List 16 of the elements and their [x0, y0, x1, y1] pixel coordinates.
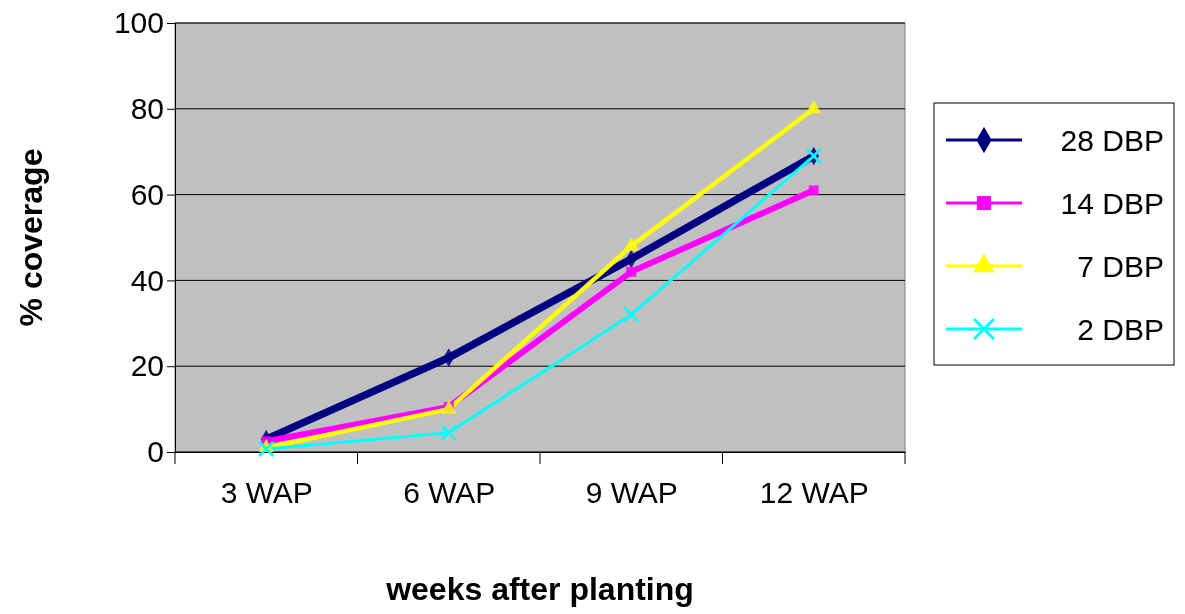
- y-tick-label: 60: [130, 177, 164, 211]
- x-tick-label: 9 WAP: [585, 476, 678, 509]
- legend-label: 2 DBP: [1077, 313, 1164, 346]
- y-tick-label: 20: [130, 349, 164, 383]
- x-axis-title: weeks after planting: [385, 571, 694, 607]
- y-tick-label: 100: [113, 6, 164, 40]
- legend-label: 14 DBP: [1060, 187, 1164, 220]
- x-tick-label: 12 WAP: [759, 476, 869, 509]
- x-tick-label: 6 WAP: [403, 476, 496, 509]
- x-tick-label: 3 WAP: [220, 476, 313, 509]
- y-tick-label: 40: [130, 263, 164, 297]
- legend-label: 28 DBP: [1060, 124, 1164, 157]
- y-tick-label: 80: [130, 91, 164, 125]
- y-tick-label: 0: [147, 435, 164, 469]
- legend-label: 7 DBP: [1077, 250, 1164, 283]
- y-axis-title: % coverage: [13, 148, 49, 327]
